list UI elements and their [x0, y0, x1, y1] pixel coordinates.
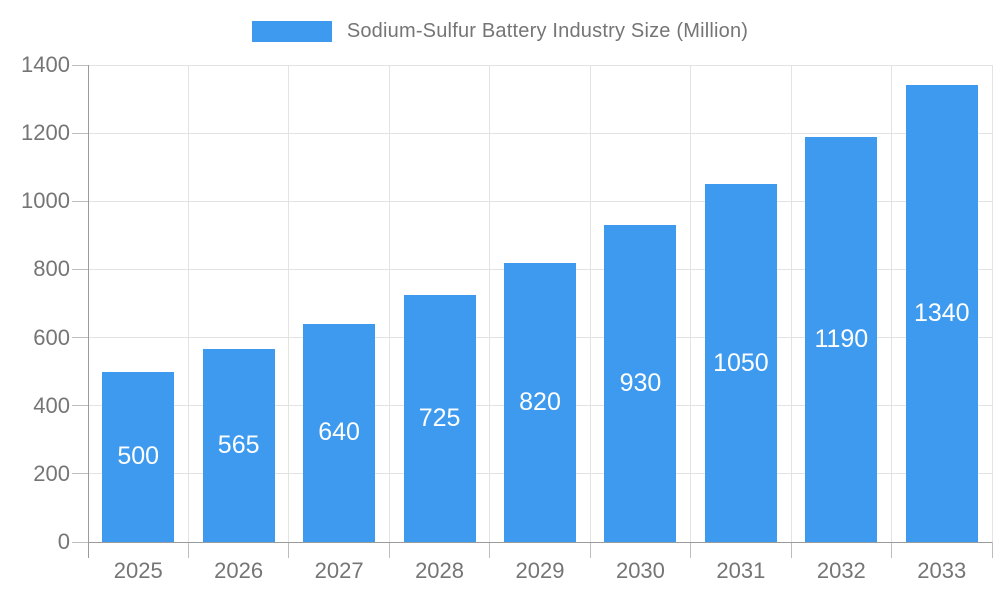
- x-gridline: [690, 65, 692, 542]
- legend-swatch-icon: [251, 21, 332, 42]
- x-axis-label-2026: 2026: [214, 558, 264, 583]
- y-tick: [72, 64, 88, 66]
- x-axis-label-2027: 2027: [314, 558, 364, 583]
- y-gridline: [88, 64, 992, 66]
- y-axis-label: 800: [33, 256, 70, 282]
- bar-2031[interactable]: 1050: [704, 184, 777, 542]
- x-tick: [489, 542, 491, 558]
- x-axis-line: [88, 541, 992, 543]
- y-gridline: [88, 200, 992, 202]
- y-tick: [72, 132, 88, 134]
- y-tick: [72, 473, 88, 475]
- x-axis-label-2031: 2031: [716, 558, 766, 583]
- x-tick: [891, 542, 893, 558]
- bar-value-label: 500: [117, 442, 160, 471]
- bar-2026[interactable]: 565: [202, 349, 275, 542]
- x-gridline: [589, 65, 591, 542]
- bar-2025[interactable]: 500: [102, 371, 175, 542]
- x-gridline: [991, 65, 993, 542]
- x-tick: [690, 542, 692, 558]
- x-gridline: [187, 65, 189, 542]
- x-gridline: [388, 65, 390, 542]
- y-tick: [72, 337, 88, 339]
- legend-label: Sodium-Sulfur Battery Industry Size (Mil…: [346, 20, 749, 42]
- x-axis-label-2025: 2025: [113, 558, 163, 583]
- y-axis-label: 1200: [21, 120, 70, 146]
- y-tick: [72, 268, 88, 270]
- bar-2028[interactable]: 725: [403, 294, 476, 542]
- bar-value-label: 930: [619, 369, 662, 398]
- y-axis-label: 0: [57, 529, 70, 554]
- x-tick: [388, 542, 390, 558]
- bar-value-label: 1050: [713, 348, 769, 377]
- x-gridline: [891, 65, 893, 542]
- x-axis-label-2029: 2029: [515, 558, 565, 583]
- y-tick: [72, 200, 88, 202]
- y-gridline: [88, 132, 992, 134]
- y-tick: [72, 405, 88, 407]
- y-tick: [72, 541, 88, 543]
- y-axis-label: 200: [33, 460, 70, 486]
- x-tick: [187, 542, 189, 558]
- x-tick: [589, 542, 591, 558]
- bar-2029[interactable]: 820: [504, 262, 576, 542]
- chart-legend[interactable]: Sodium-Sulfur Battery Industry Size (Mil…: [0, 20, 1000, 43]
- x-axis-label-2032: 2032: [816, 558, 866, 583]
- bar-value-label: 1190: [814, 324, 869, 353]
- bar-value-label: 565: [217, 431, 260, 460]
- y-axis-label: 1000: [21, 188, 70, 214]
- y-axis-label: 1400: [21, 52, 70, 77]
- x-tick: [288, 542, 290, 558]
- bar-value-label: 640: [318, 418, 360, 447]
- bar-2032[interactable]: 1190: [805, 136, 878, 542]
- x-axis-label-2030: 2030: [615, 558, 665, 583]
- x-axis-label-2028: 2028: [415, 558, 465, 583]
- x-gridline: [790, 65, 792, 542]
- x-gridline: [288, 65, 290, 542]
- y-axis-line: [87, 65, 89, 558]
- bar-2033[interactable]: 1340: [905, 85, 978, 542]
- bar-2030[interactable]: 930: [604, 225, 677, 542]
- bar-value-label: 820: [519, 387, 561, 416]
- y-axis-label: 600: [33, 324, 70, 350]
- bar-2027[interactable]: 640: [303, 323, 376, 542]
- x-gridline: [489, 65, 491, 542]
- y-axis-label: 400: [33, 392, 70, 418]
- x-tick: [991, 542, 993, 558]
- bar-value-label: 1340: [913, 299, 970, 328]
- x-tick: [790, 542, 792, 558]
- x-axis-label-2033: 2033: [917, 558, 967, 583]
- bar-value-label: 725: [418, 403, 461, 432]
